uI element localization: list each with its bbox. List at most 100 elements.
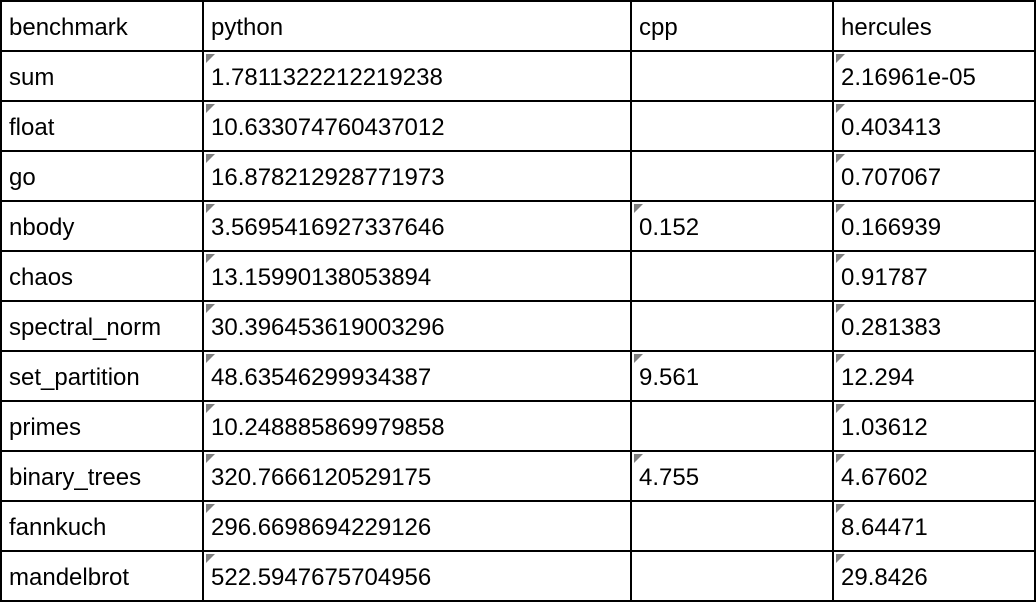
cell-comment-marker-icon [206, 404, 215, 413]
cell-cpp[interactable] [630, 150, 834, 202]
cell-value: 320.7666120529175 [211, 464, 432, 491]
cell-cpp[interactable] [630, 250, 834, 302]
cell-value: 1.7811322212219238 [211, 64, 443, 91]
cell-benchmark[interactable]: set_partition [0, 350, 204, 402]
cell-comment-marker-icon [634, 454, 643, 463]
cell-comment-marker-icon [206, 154, 215, 163]
cell-python[interactable]: 522.5947675704956 [202, 550, 632, 602]
cell-benchmark[interactable]: primes [0, 400, 204, 452]
cell-value: binary_trees [9, 464, 142, 491]
cell-benchmark[interactable]: spectral_norm [0, 300, 204, 352]
cell-hercules[interactable]: 4.67602 [832, 450, 1036, 502]
cell-comment-marker-icon [836, 354, 845, 363]
cell-benchmark[interactable]: float [0, 100, 204, 152]
cell-value: mandelbrot [9, 564, 130, 591]
cell-comment-marker-icon [206, 254, 215, 263]
header-cell-python[interactable]: python [202, 0, 632, 52]
cell-benchmark[interactable]: go [0, 150, 204, 202]
cell-comment-marker-icon [206, 354, 215, 363]
cell-comment-marker-icon [206, 104, 215, 113]
cell-benchmark[interactable]: nbody [0, 200, 204, 252]
cell-hercules[interactable]: 12.294 [832, 350, 1036, 402]
cell-python[interactable]: 30.396453619003296 [202, 300, 632, 352]
cell-comment-marker-icon [836, 104, 845, 113]
cell-hercules[interactable]: 0.707067 [832, 150, 1036, 202]
cell-hercules[interactable]: 2.16961e-05 [832, 50, 1036, 102]
cell-comment-marker-icon [634, 204, 643, 213]
cell-cpp[interactable] [630, 500, 834, 552]
cell-python[interactable]: 10.248885869979858 [202, 400, 632, 452]
header-cell-cpp[interactable]: cpp [630, 0, 834, 52]
header-cell-hercules[interactable]: hercules [832, 0, 1036, 52]
cell-value: 4.67602 [841, 464, 928, 491]
cell-cpp[interactable] [630, 400, 834, 452]
cell-hercules[interactable]: 29.8426 [832, 550, 1036, 602]
cell-value: 2.16961e-05 [841, 64, 976, 91]
cell-value: 1.03612 [841, 414, 928, 441]
cell-value: fannkuch [9, 514, 107, 541]
table-row: fannkuch 296.6698694229126 8.64471 [0, 500, 1036, 552]
cell-comment-marker-icon [206, 304, 215, 313]
cell-cpp[interactable]: 4.755 [630, 450, 834, 502]
cell-benchmark[interactable]: binary_trees [0, 450, 204, 502]
cell-value: 30.396453619003296 [211, 314, 445, 341]
cell-python[interactable]: 16.878212928771973 [202, 150, 632, 202]
cell-comment-marker-icon [836, 204, 845, 213]
cell-value: 3.5695416927337646 [211, 214, 445, 241]
cell-comment-marker-icon [836, 504, 845, 513]
table-row: sum 1.7811322212219238 2.16961e-05 [0, 50, 1036, 102]
cell-cpp[interactable]: 0.152 [630, 200, 834, 252]
cell-python[interactable]: 13.15990138053894 [202, 250, 632, 302]
table-row: mandelbrot 522.5947675704956 29.8426 [0, 550, 1036, 602]
cell-python[interactable]: 1.7811322212219238 [202, 50, 632, 102]
cell-cpp[interactable] [630, 550, 834, 602]
cell-comment-marker-icon [206, 54, 215, 63]
cell-benchmark[interactable]: sum [0, 50, 204, 102]
cell-hercules[interactable]: 8.64471 [832, 500, 1036, 552]
cell-value: 0.281383 [841, 314, 942, 341]
cell-hercules[interactable]: 0.403413 [832, 100, 1036, 152]
cell-value: 296.6698694229126 [211, 514, 432, 541]
cell-value: 10.248885869979858 [211, 414, 445, 441]
table-row: float 10.633074760437012 0.403413 [0, 100, 1036, 152]
table-row: primes 10.248885869979858 1.03612 [0, 400, 1036, 452]
cell-value: 48.63546299934387 [211, 364, 432, 391]
cell-value: chaos [9, 264, 74, 291]
cell-value: 522.5947675704956 [211, 564, 432, 591]
cell-benchmark[interactable]: mandelbrot [0, 550, 204, 602]
cell-value: nbody [9, 214, 75, 241]
cell-hercules[interactable]: 0.166939 [832, 200, 1036, 252]
cell-value: 0.91787 [841, 264, 928, 291]
header-cell-benchmark[interactable]: benchmark [0, 0, 204, 52]
cell-benchmark[interactable]: chaos [0, 250, 204, 302]
cell-benchmark[interactable]: fannkuch [0, 500, 204, 552]
cell-cpp[interactable]: 9.561 [630, 350, 834, 402]
cell-value: 16.878212928771973 [211, 164, 445, 191]
cell-python[interactable]: 3.5695416927337646 [202, 200, 632, 252]
cell-value: float [9, 114, 55, 141]
cell-python[interactable]: 296.6698694229126 [202, 500, 632, 552]
cell-comment-marker-icon [836, 454, 845, 463]
cell-value: go [9, 164, 36, 191]
header-label: benchmark [9, 14, 128, 41]
cell-python[interactable]: 10.633074760437012 [202, 100, 632, 152]
cell-cpp[interactable] [630, 50, 834, 102]
cell-cpp[interactable] [630, 100, 834, 152]
cell-cpp[interactable] [630, 300, 834, 352]
table-row: spectral_norm 30.396453619003296 0.281383 [0, 300, 1036, 352]
cell-value: spectral_norm [9, 314, 162, 341]
cell-comment-marker-icon [206, 204, 215, 213]
cell-hercules[interactable]: 0.281383 [832, 300, 1036, 352]
cell-value: 10.633074760437012 [211, 114, 445, 141]
cell-hercules[interactable]: 1.03612 [832, 400, 1036, 452]
cell-hercules[interactable]: 0.91787 [832, 250, 1036, 302]
cell-comment-marker-icon [836, 154, 845, 163]
table-row: nbody 3.5695416927337646 0.152 0.166939 [0, 200, 1036, 252]
cell-value: 29.8426 [841, 564, 928, 591]
cell-value: 4.755 [639, 464, 700, 491]
cell-python[interactable]: 320.7666120529175 [202, 450, 632, 502]
cell-comment-marker-icon [836, 254, 845, 263]
cell-python[interactable]: 48.63546299934387 [202, 350, 632, 402]
